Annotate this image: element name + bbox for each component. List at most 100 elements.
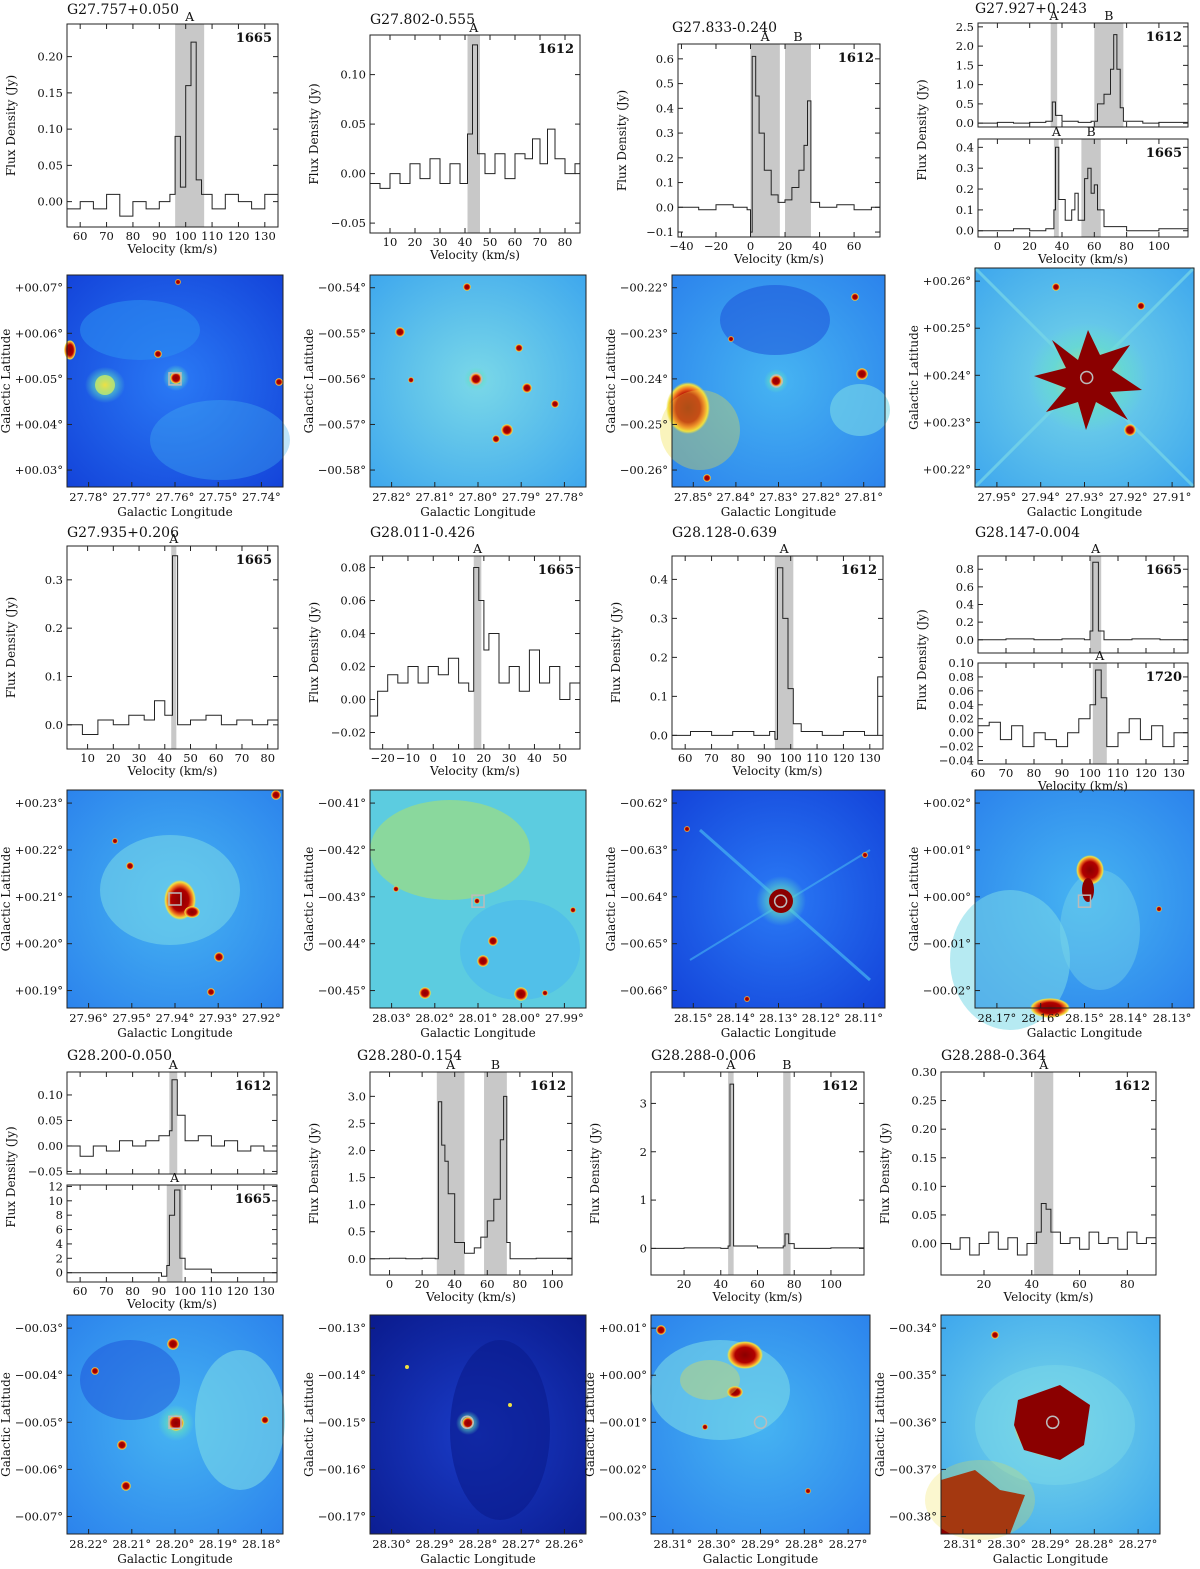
map-x-tick-label: 28.20° [156,1537,195,1551]
map-x-tick-label: 28.13° [1153,1011,1192,1025]
x-tick-label: −20 [371,751,395,765]
velocity-band-B [785,44,811,237]
y-axis-label: Flux Density (Jy) [878,1123,892,1224]
y-tick-label: 0.4 [956,598,974,612]
x-tick-label: 40 [527,751,542,765]
x-tick-label: 100 [175,229,197,243]
spectrum-chart-G28.147-0.004: G28.147-0.004 A 1665 0.0 0.2 0.4 0.6 0.8 A 1720 60… [915,525,1189,793]
velocity-band-A [169,1072,178,1174]
y-tick-label: 6 [56,1223,63,1237]
x-tick-label: 60 [1087,239,1102,253]
x-tick-label: 120 [1135,766,1157,780]
y-axis-label: Flux Density (Jy) [307,1123,321,1224]
x-tick-label: 90 [1055,766,1070,780]
map-panel-G28.280-0.154: 28.30° 28.29° 28.28° 28.27° 28.26° −00.13° −00… [302,1314,587,1566]
spectrum-line [370,44,580,189]
x-tick-label: 80 [731,751,746,765]
y-tick-label: 0.8 [956,562,974,576]
y-axis-label: Flux Density (Jy) [915,609,929,710]
map-image-G27.833-0.240 [660,275,890,487]
y-tick-label: 0.25 [911,1094,937,1108]
x-tick-label: 80 [1027,766,1042,780]
plot-frame [671,555,884,750]
y-tick-label: 0.10 [911,1179,937,1193]
maser-position-square [168,892,182,906]
x-tick-label: 70 [235,751,250,765]
x-tick-label: 60 [750,1277,765,1291]
transition-label: 1612 [1146,30,1182,45]
map-image-G27.927+0.243 [973,266,1196,489]
x-tick-label: 30 [132,751,147,765]
map-x-tick-label: 27.81° [415,490,454,504]
map-x-tick-label: 28.12° [802,1011,841,1025]
y-tick-label: 0.0 [348,1252,366,1266]
y-axis-label: Flux Density (Jy) [307,83,321,184]
velocity-band-A [467,35,480,233]
map-x-tick-label: 28.31° [654,1537,693,1551]
maser-position-circle [1045,1415,1060,1430]
y-tick-label: 0.00 [340,693,366,707]
map-y-tick-label: +00.19° [15,984,63,998]
map-y-tick-label: +00.20° [15,937,63,951]
map-y-tick-label: −00.01° [599,1415,647,1429]
map-y-tick-label: +00.26° [923,274,971,288]
map-x-tick-label: 28.02° [415,1011,454,1025]
map-y-tick-label: −00.03° [599,1509,647,1523]
x-tick-label: 10 [451,751,466,765]
map-x-axis-label: Galactic Longitude [1027,505,1142,519]
map-image-G27.935+0.206 [67,790,283,1008]
x-tick-label: 40 [713,1277,728,1291]
map-y-axis-label: Galactic Latitude [0,329,13,434]
transition-label: 1612 [538,42,574,57]
spectrum-panel-1612: A 1612 20 40 60 80 0.00 0.05 0.10 0.15 0.20 0.25 0.3… [911,1057,1157,1291]
plot-frame [369,555,581,750]
map-y-tick-label: −00.01° [923,937,971,951]
transition-label: 1612 [1114,1079,1150,1094]
y-tick-label: 0.2 [956,615,974,629]
velocity-band-B [1094,23,1124,127]
maser-position-circle [769,374,784,388]
map-x-tick-label: 27.99° [545,1011,584,1025]
y-tick-label: 0.4 [956,140,974,154]
map-x-tick-label: 28.18° [242,1537,281,1551]
map-x-tick-label: 28.13° [759,1011,798,1025]
y-tick-label: 3 [640,1096,647,1110]
y-tick-label: 0.06 [340,594,366,608]
band-label-A: A [472,541,483,556]
plot-frame [677,43,881,238]
velocity-band-A [436,1072,465,1275]
x-tick-label: 0 [994,239,1001,253]
map-panel-G27.927+0.243: 27.95° 27.94° 27.93° 27.92° 27.91° +00.26° +00… [907,267,1195,519]
map-x-axis-label: Galactic Longitude [117,505,232,519]
transition-label: 1665 [1146,146,1182,161]
x-tick-label: 40 [812,239,827,253]
x-tick-label: 20 [106,751,121,765]
x-axis-label: Velocity (km/s) [126,1297,217,1311]
y-axis-label: Flux Density (Jy) [915,79,929,180]
y-tick-label: 0.1 [956,203,974,217]
map-x-tick-label: 27.77° [112,490,151,504]
map-x-axis-label: Galactic Longitude [721,1026,836,1040]
y-tick-label: 0.15 [911,1151,937,1165]
y-tick-label: 1.0 [956,78,974,92]
x-axis-label: Velocity (km/s) [127,764,218,778]
map-y-tick-label: +00.02° [923,796,971,810]
map-image-G28.147-0.004 [950,790,1194,1030]
x-axis-label: Velocity (km/s) [1003,1290,1094,1304]
x-tick-label: 20 [415,1277,430,1291]
map-y-axis-label: Galactic Latitude [302,847,316,952]
chart-title: G28.147-0.004 [975,525,1080,541]
map-y-axis-label: Galactic Latitude [907,325,921,430]
y-tick-label: 3.0 [348,1089,366,1103]
transition-label: 1665 [1146,563,1182,578]
y-tick-label: 2 [56,1251,63,1265]
map-y-tick-label: −00.03° [15,1321,63,1335]
band-label-A: A [760,29,771,44]
plot-frame [977,22,1189,128]
x-axis-label: Velocity (km/s) [712,1290,803,1304]
x-tick-label: 80 [1119,239,1134,253]
x-tick-label: 40 [458,235,473,249]
map-panel-G28.011-0.426: 28.03° 28.02° 28.01° 28.00° 27.99° −00.41° −00… [302,789,587,1040]
